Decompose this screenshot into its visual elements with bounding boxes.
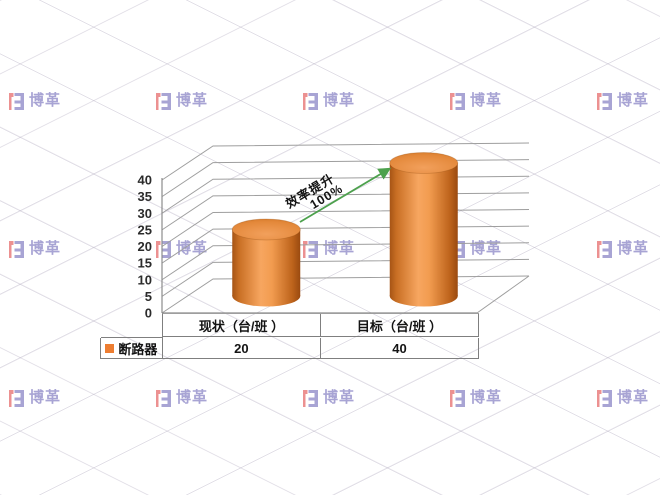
cylinder-top-cap	[231, 218, 301, 241]
data-table-header-row: 现状（台/班 ） 目标（台/班 ）	[162, 313, 479, 337]
category-header-current: 现状（台/班 ）	[163, 314, 321, 336]
y-axis-tick-label: 40	[138, 173, 152, 188]
category-header-target: 目标（台/班 ）	[321, 314, 479, 336]
data-table-value-row: 断路器 20 40	[100, 337, 479, 359]
gridline	[161, 275, 530, 314]
cylinder-top-cap	[389, 152, 459, 174]
series-name: 断路器	[118, 342, 158, 357]
gridlines	[161, 142, 530, 314]
y-axis-tick-label: 5	[145, 289, 152, 304]
legend-swatch-icon	[105, 344, 115, 353]
improvement-arrow	[299, 167, 392, 223]
cylinder-bar	[389, 152, 459, 307]
value-cell-target: 40	[321, 338, 479, 358]
y-axis-tick-label: 0	[145, 306, 152, 321]
y-axis-tick-label: 10	[138, 272, 152, 287]
y-axis-tick-label: 15	[138, 256, 152, 271]
improvement-annotation: 效率提升 100%	[283, 168, 348, 222]
y-axis-tick-label: 35	[138, 189, 152, 204]
legend-cell: 断路器	[101, 337, 163, 359]
y-axis-tick-label: 30	[138, 206, 152, 221]
y-axis-tick-label: 25	[138, 222, 152, 237]
cylinder-bars	[231, 152, 459, 307]
cylinder-body	[232, 229, 301, 296]
gridline	[161, 142, 530, 181]
cylinder-bar	[231, 218, 301, 307]
y-axis-tick-label: 20	[138, 239, 152, 254]
value-cell-current: 20	[163, 338, 321, 358]
cylinder-body	[389, 163, 458, 296]
floor-right-edge	[476, 275, 530, 314]
